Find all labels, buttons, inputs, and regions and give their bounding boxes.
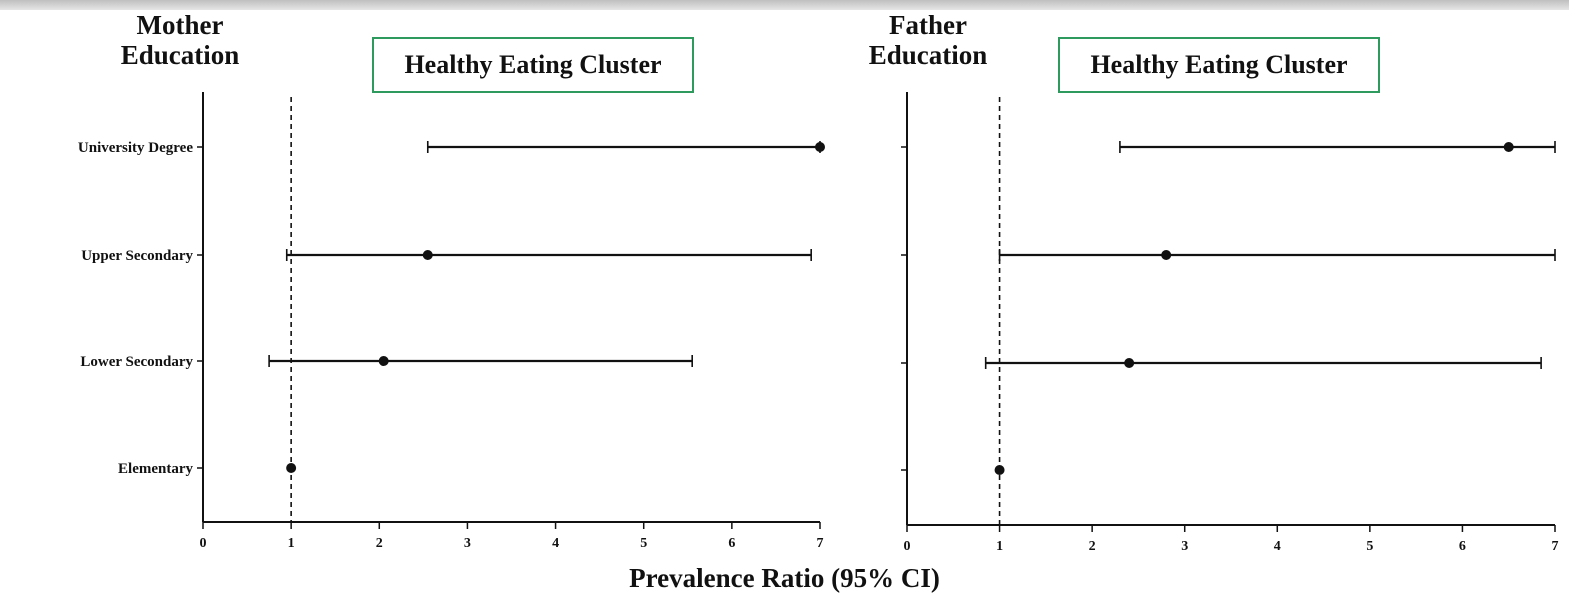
x-axis-label: Prevalence Ratio (95% CI) [629, 563, 940, 593]
panel2-x-tick-label-5: 5 [1366, 539, 1373, 554]
panel2-x-tick-label-1: 1 [996, 539, 1003, 554]
panel2-x-tick-label-4: 4 [1274, 539, 1281, 554]
panel2-x-tick-label-2: 2 [1089, 539, 1096, 554]
panel2-x-tick-label-6: 6 [1459, 539, 1466, 554]
panel1-estimate-point-upper-secondary [422, 250, 433, 260]
panel2-x-tick-label-3: 3 [1181, 539, 1188, 554]
mother-education-label-line2: Education [120, 40, 240, 70]
father-education-label-line1: Father [889, 10, 967, 40]
panel2-estimate-point-elementary [994, 465, 1005, 475]
panel2-x-tick-label-7: 7 [1552, 539, 1559, 554]
panel2-estimate-point-upper-secondary [1161, 250, 1172, 260]
panel1-x-tick-label-5: 5 [640, 536, 647, 551]
panel1-x-tick-label-4: 4 [552, 536, 559, 551]
mother-education-label-line1: Mother [136, 10, 224, 40]
father-education-label-line2: Education [868, 40, 988, 70]
left-panel-title: Healthy Eating Cluster [372, 37, 694, 93]
panel1-x-tick-label-6: 6 [728, 536, 735, 551]
panel1-x-tick-label-3: 3 [464, 536, 471, 551]
top-border-strip [0, 0, 1569, 10]
right-panel-title: Healthy Eating Cluster [1058, 37, 1380, 93]
panel1-y-tick-label-upper-secondary: Upper Secondary [81, 248, 193, 264]
panel1-y-tick-label-university-degree: University Degree [78, 140, 193, 156]
mother-education-label: Mother Education [110, 10, 250, 70]
panel2-estimate-point-lower-secondary [1124, 358, 1135, 368]
panel1-y-tick-label-lower-secondary: Lower Secondary [80, 354, 193, 370]
panel1-estimate-point-lower-secondary [378, 356, 389, 366]
panel1-x-tick-label-1: 1 [288, 536, 295, 551]
father-education-label: Father Education [858, 10, 998, 70]
panel2-x-tick-label-0: 0 [904, 539, 911, 554]
panel1-x-tick-label-2: 2 [376, 536, 383, 551]
panel1-x-tick-label-0: 0 [200, 536, 207, 551]
panel1-y-tick-label-elementary: Elementary [118, 461, 193, 477]
panel1-estimate-point-university-degree [815, 142, 825, 152]
panel1-estimate-point-elementary [286, 463, 297, 473]
panel1-x-tick-label-7: 7 [817, 536, 824, 551]
panel2-estimate-point-university-degree [1503, 142, 1514, 152]
